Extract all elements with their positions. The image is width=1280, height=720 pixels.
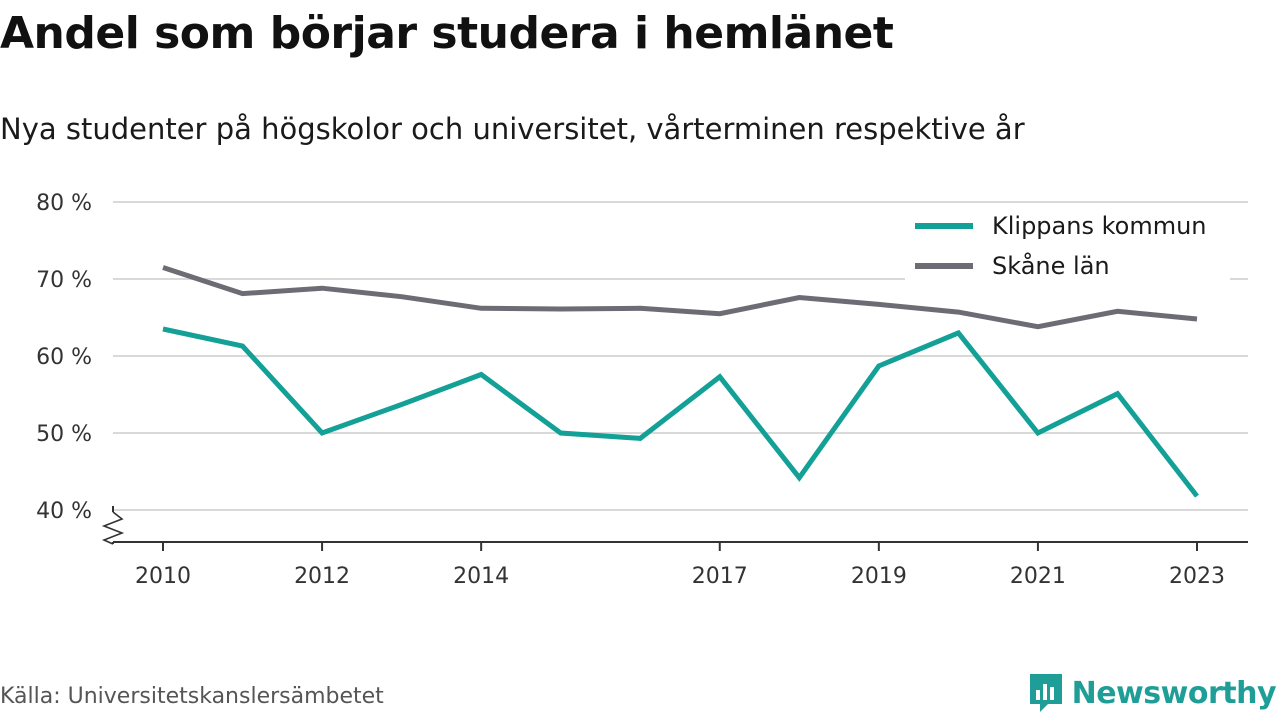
y-axis-break-icon: [101, 511, 125, 545]
chart-title: Andel som börjar studera i hemlänet: [0, 8, 894, 59]
legend-label-klippans-kommun: Klippans kommun: [992, 212, 1207, 240]
x-tick-label: 2021: [1010, 564, 1066, 589]
line-chart: 80 % 70 % 60 % 50 % 40 % 2010 2012 2014 2017 2019…: [36, 191, 1248, 589]
x-tick-label: 2012: [294, 564, 350, 589]
x-tick-label: 2023: [1169, 564, 1225, 589]
series-line-klippans-kommun: [162, 326, 1199, 498]
x-tick-label: 2019: [851, 564, 907, 589]
y-tick-label: 70 %: [36, 268, 92, 293]
source-note: Källa: Universitetskanslersämbetet: [0, 684, 384, 709]
y-tick-label: 60 %: [36, 345, 92, 370]
brand-name: Newsworthy: [1071, 675, 1277, 711]
y-tick-label: 40 %: [36, 499, 92, 524]
brand-logo: Newsworthy: [1028, 672, 1277, 714]
y-tick-label: 80 %: [36, 191, 92, 216]
legend-label-skane-lan: Skåne län: [992, 251, 1110, 280]
x-tick-label: 2014: [453, 564, 509, 589]
x-tick-label: 2010: [135, 564, 191, 589]
chart-subtitle: Nya studenter på högskolor och universit…: [0, 112, 1025, 146]
legend-background: [905, 206, 1230, 282]
newsworthy-logo-icon: [1029, 674, 1062, 712]
x-tick-label: 2017: [692, 564, 748, 589]
axes: 80 % 70 % 60 % 50 % 40 % 2010 2012 2014 2017 2019…: [36, 191, 1248, 589]
series-lines: [162, 265, 1199, 498]
y-tick-label: 50 %: [36, 422, 92, 447]
legend: Klippans kommun Skåne län: [905, 206, 1230, 282]
series-line-skane-lan: [162, 265, 1198, 330]
